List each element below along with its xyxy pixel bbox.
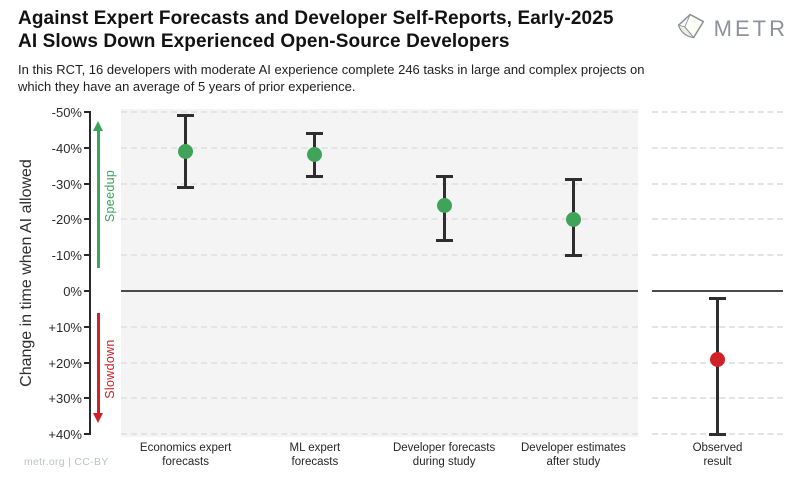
x-category-line2: result	[703, 456, 732, 468]
x-category-label: Developer estimates after study	[498, 441, 648, 469]
data-point	[307, 147, 323, 163]
y-tick-mark	[84, 182, 90, 185]
y-tick-mark	[84, 397, 90, 400]
gridline	[121, 397, 638, 400]
page-title-line1: Against Expert Forecasts and Developer S…	[18, 8, 614, 29]
chart-subtitle: In this RCT, 16 developers with moderate…	[18, 62, 645, 94]
main-plot-panel	[121, 109, 638, 437]
zero-line	[121, 290, 638, 292]
y-tick-label: -20%	[51, 212, 82, 228]
metr-wordmark: METR	[713, 15, 788, 41]
gridline	[121, 254, 638, 257]
metr-logo: METR	[676, 12, 788, 45]
x-category-line2: after study	[546, 456, 601, 468]
gridline	[121, 361, 638, 364]
x-category-line2: forecasts	[291, 456, 339, 468]
x-category-line1: ML expert	[289, 442, 341, 454]
y-tick-label: +10%	[48, 319, 82, 335]
data-point	[436, 197, 452, 213]
gridline	[652, 254, 783, 257]
x-category-label: ML expert forecasts	[240, 441, 390, 469]
y-tick-mark	[84, 218, 90, 221]
error-bar-cap-top	[306, 131, 324, 135]
data-point	[565, 211, 581, 227]
data-point	[710, 351, 725, 367]
y-axis-spine	[89, 111, 91, 435]
y-tick-label: -10%	[51, 248, 82, 264]
error-bar-cap-top	[564, 178, 582, 182]
x-category-label: Developer forecasts during study	[369, 441, 519, 469]
speedup-arrow-line	[97, 130, 100, 268]
y-tick-mark	[84, 290, 90, 292]
y-tick-mark	[84, 146, 90, 149]
gridline	[121, 146, 638, 149]
speedup-arrow-icon	[93, 121, 103, 131]
error-bar-cap-bottom	[709, 432, 726, 436]
y-tick-label: -50%	[51, 104, 82, 120]
error-bar-cap-top	[177, 113, 195, 117]
metr-gem-icon	[676, 12, 706, 45]
page-title-line2: AI Slows Down Experienced Open-Source De…	[18, 31, 510, 52]
y-tick-label: +20%	[48, 355, 82, 371]
x-category-line1: Developer estimates	[520, 442, 626, 454]
y-tick-label: +40%	[48, 427, 82, 443]
error-bar-cap-bottom	[435, 239, 453, 243]
gridline	[652, 110, 783, 113]
error-bar-cap-bottom	[306, 174, 324, 178]
x-category-line2: during study	[412, 456, 476, 468]
x-category-label: Observed result	[643, 441, 793, 469]
error-bar-cap-bottom	[564, 253, 582, 257]
y-tick-mark	[84, 254, 90, 257]
y-tick-mark	[84, 110, 90, 113]
x-category-label: Economics expert forecasts	[111, 441, 261, 469]
gridline	[652, 218, 783, 221]
error-bar-cap-bottom	[177, 185, 195, 189]
gridline	[652, 146, 783, 149]
y-tick-label: 0%	[63, 284, 82, 299]
gridline	[121, 110, 638, 113]
gridline	[121, 433, 638, 436]
gridline	[652, 182, 783, 185]
error-bar-cap-top	[435, 174, 453, 178]
x-category-line1: Developer forecasts	[392, 442, 496, 454]
attribution-text: metr.org | CC-BY	[24, 456, 109, 468]
y-tick-mark	[84, 325, 90, 328]
x-category-line1: Economics expert	[139, 442, 232, 454]
y-tick-label: +30%	[48, 391, 82, 407]
gridline	[121, 325, 638, 328]
zero-line	[652, 290, 783, 292]
data-point	[178, 143, 194, 159]
error-bar-cap-top	[709, 296, 726, 300]
x-category-line2: forecasts	[162, 456, 209, 468]
y-tick-label: -40%	[51, 140, 82, 156]
slowdown-arrow-icon	[93, 413, 103, 423]
y-tick-mark	[84, 361, 90, 364]
gridline	[121, 182, 638, 185]
y-tick-label: -30%	[51, 176, 82, 192]
x-category-line1: Observed	[692, 442, 743, 454]
page-title: Against Expert Forecasts and Developer S…	[18, 7, 614, 53]
slowdown-arrow-line	[97, 313, 100, 413]
gridline	[121, 218, 638, 221]
y-tick-mark	[84, 433, 90, 436]
